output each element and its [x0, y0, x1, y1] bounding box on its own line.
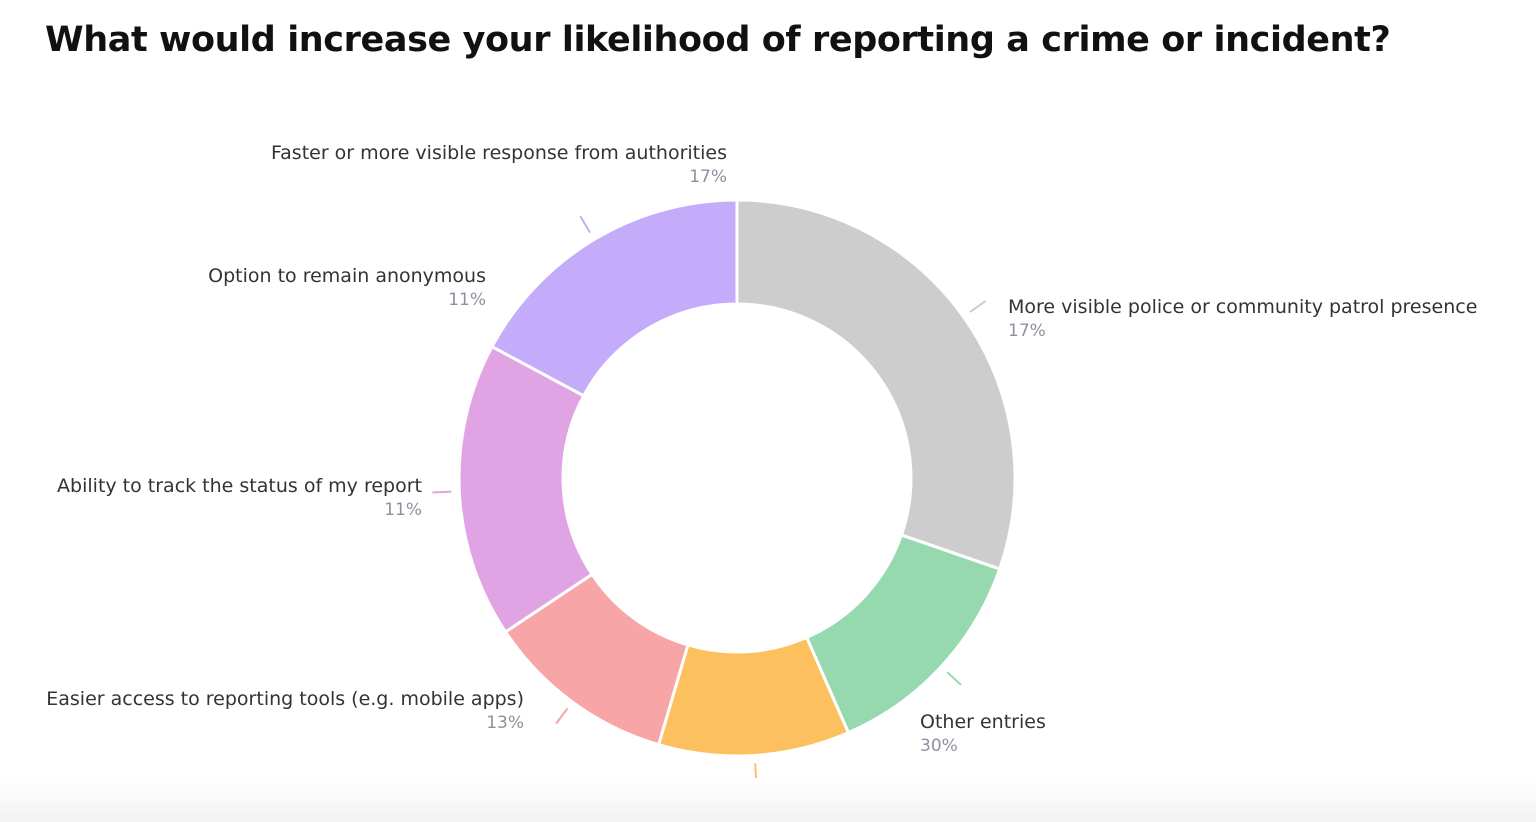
slice-label: Faster or more visible response from aut… [271, 142, 727, 164]
leader-line [579, 215, 591, 234]
slice-label: Easier access to reporting tools (e.g. m… [46, 688, 524, 710]
slice-label: Other entries [920, 711, 1046, 733]
leader-line [969, 300, 987, 313]
slice-percentage: 17% [689, 167, 727, 187]
donut-slice[interactable] [805, 533, 1002, 735]
slice-label: More visible police or community patrol … [1008, 296, 1477, 318]
leader-line [432, 490, 452, 494]
donut-slice[interactable] [735, 198, 1017, 571]
bottom-scroll-shadow [0, 778, 1536, 822]
slice-percentage: 11% [384, 500, 422, 520]
slice-percentage: 17% [1008, 321, 1046, 341]
leader-line [555, 707, 569, 725]
leader-line [946, 671, 962, 686]
slice-percentage: 11% [448, 290, 486, 310]
chart-title: What would increase your likelihood of r… [45, 20, 1391, 60]
slice-label: Ability to track the status of my report [57, 475, 422, 497]
slice-percentage: 13% [486, 713, 524, 733]
slice-percentage: 30% [920, 736, 958, 756]
slice-label: Option to remain anonymous [208, 265, 486, 287]
